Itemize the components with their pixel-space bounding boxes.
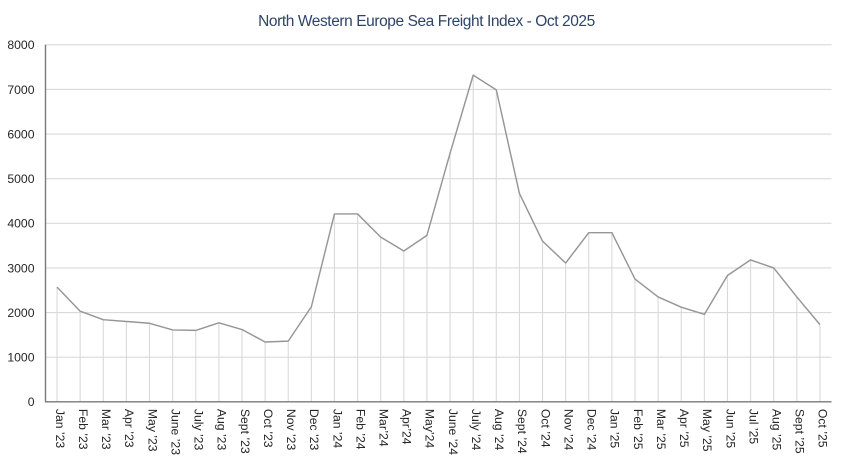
svg-text:July ’23: July ’23 [192,409,206,451]
svg-text:Aug ’23: Aug ’23 [215,409,229,451]
svg-text:Sept ’23: Sept ’23 [238,409,252,454]
svg-text:1000: 1000 [7,351,34,365]
svg-text:Jul ’25: Jul ’25 [746,409,760,444]
svg-text:Aug ’25: Aug ’25 [770,409,784,451]
svg-text:Jan ’25: Jan ’25 [608,409,622,449]
svg-text:May ’25: May ’25 [700,409,714,452]
svg-text:Feb ’23: Feb ’23 [76,409,90,450]
svg-text:June ’24: June ’24 [446,409,460,455]
svg-text:May ’23: May ’23 [145,409,159,452]
svg-text:May’24: May’24 [423,409,437,449]
svg-text:Jan ’23: Jan ’23 [53,409,67,449]
svg-text:5000: 5000 [7,172,34,186]
svg-text:Dec ’23: Dec ’23 [307,409,321,451]
svg-text:Feb ’24: Feb ’24 [353,409,367,450]
svg-text:Nov ’24: Nov ’24 [561,409,575,451]
svg-text:July ’24: July ’24 [469,409,483,451]
svg-text:Oct ’23: Oct ’23 [261,409,275,448]
svg-text:Sept ’25: Sept ’25 [793,409,807,454]
svg-text:3000: 3000 [7,261,34,275]
svg-text:7000: 7000 [7,83,34,97]
svg-text:Apr ’23: Apr ’23 [122,409,136,448]
svg-text:8000: 8000 [7,38,34,52]
svg-text:6000: 6000 [7,127,34,141]
svg-text:Jun ’25: Jun ’25 [723,409,737,449]
svg-text:Mar’24: Mar’24 [377,409,391,447]
svg-text:Oct ’24: Oct ’24 [538,409,552,448]
svg-text:4000: 4000 [7,217,34,231]
svg-text:North Western Europe Sea Freig: North Western Europe Sea Freight Index -… [258,13,595,30]
svg-text:Nov ’23: Nov ’23 [284,409,298,451]
svg-text:Oct ’25: Oct ’25 [816,409,830,448]
svg-text:Mar ’23: Mar ’23 [99,409,113,450]
svg-text:0: 0 [28,395,35,409]
svg-text:Dec ’24: Dec ’24 [585,409,599,451]
svg-text:Aug ’24: Aug ’24 [492,409,506,451]
svg-text:Sept ’24: Sept ’24 [515,409,529,454]
svg-text:Mar ’25: Mar ’25 [654,409,668,450]
svg-text:Feb ’25: Feb ’25 [631,409,645,450]
svg-text:Apr’24: Apr’24 [400,409,414,445]
svg-text:2000: 2000 [7,306,34,320]
svg-text:June ’23: June ’23 [168,409,182,455]
svg-text:Apr ’25: Apr ’25 [677,409,691,448]
svg-text:Jan ’24: Jan ’24 [330,409,344,449]
